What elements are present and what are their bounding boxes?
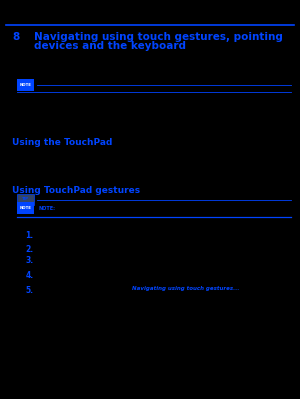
Text: 3.: 3.	[26, 256, 34, 265]
FancyBboxPatch shape	[16, 79, 34, 91]
Text: 8: 8	[12, 32, 19, 42]
Text: devices and the keyboard: devices and the keyboard	[34, 41, 187, 51]
Text: Using TouchPad gestures: Using TouchPad gestures	[12, 186, 140, 195]
FancyBboxPatch shape	[16, 202, 34, 214]
Text: Navigating using touch gestures...: Navigating using touch gestures...	[132, 286, 239, 292]
Text: 5.: 5.	[26, 286, 34, 296]
FancyBboxPatch shape	[16, 194, 34, 205]
Text: 2.: 2.	[26, 245, 34, 255]
Text: 4.: 4.	[26, 271, 34, 280]
Text: NOTE: NOTE	[19, 206, 31, 210]
Text: 1.: 1.	[26, 231, 34, 241]
Text: NOTE:: NOTE:	[38, 206, 56, 211]
Text: NOTE: NOTE	[19, 83, 31, 87]
Text: Navigating using touch gestures, pointing: Navigating using touch gestures, pointin…	[34, 32, 284, 42]
Text: TIP: TIP	[22, 198, 29, 201]
Text: Using the TouchPad: Using the TouchPad	[12, 138, 112, 147]
